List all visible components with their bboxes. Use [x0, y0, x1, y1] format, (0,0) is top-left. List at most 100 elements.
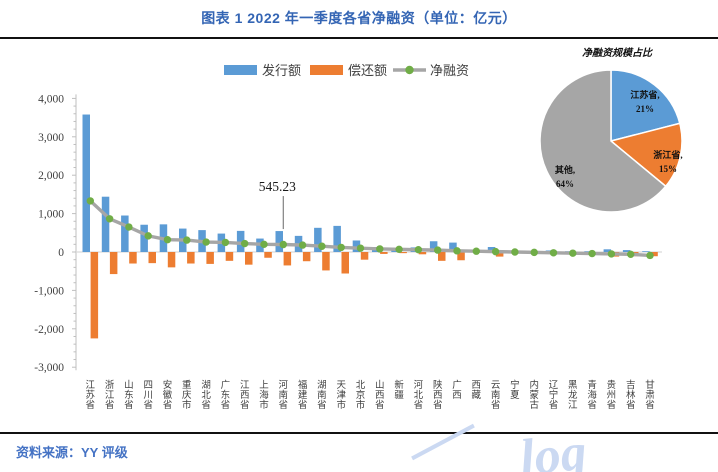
net-marker — [241, 239, 249, 248]
net-marker — [453, 247, 461, 255]
net-marker — [221, 238, 230, 247]
repayment-bar — [167, 252, 176, 268]
chart-legend: 发行额 偿还额 净融资 — [224, 63, 469, 78]
category-label: 江西省 — [240, 380, 250, 411]
annotation-545: 545.23 — [259, 179, 296, 230]
repayment-bar — [264, 252, 272, 258]
net-marker — [183, 236, 191, 244]
category-label: 天津市 — [336, 381, 346, 411]
issuance-bar — [140, 224, 148, 252]
net-line — [88, 199, 652, 258]
issuance-bar — [236, 230, 245, 252]
net-marker — [260, 240, 268, 249]
pie-slice-江苏省 — [610, 69, 681, 142]
category-label: 青海省 — [587, 379, 597, 411]
repayment-bar — [283, 252, 292, 266]
repayment-bar — [206, 252, 214, 264]
net-marker — [125, 223, 133, 231]
data-source-label: 资料来源：YY 评级 — [16, 445, 128, 460]
category-label: 西藏 — [472, 380, 482, 401]
y-axis: 4,000 3,000 2,000 1,000 0 -1,000 -2,000 -3,000 — [34, 93, 77, 374]
y-tick-label: 1,000 — [38, 209, 64, 221]
category-label: 云南省 — [491, 381, 501, 411]
category-label: 广西 — [452, 379, 462, 401]
repayment-bar — [650, 252, 658, 257]
net-marker — [491, 247, 500, 256]
category-label: 甘肃省 — [645, 379, 655, 411]
net-marker — [472, 247, 480, 255]
repayment-bar — [90, 252, 99, 339]
repayment-bar — [341, 252, 349, 274]
y-tick-label: 0 — [58, 247, 64, 259]
net-financing-chart: 发行额 偿还额 净融资 4,000 3,000 2,000 1,000 0 -1,000 -2,0… — [34, 47, 683, 411]
net-marker — [395, 245, 403, 254]
legend-label-issuance: 发行额 — [262, 63, 301, 78]
category-label: 上海市 — [259, 380, 269, 411]
pie-slice-label: 浙江省, 15% — [653, 149, 682, 174]
issuance-bar — [584, 251, 592, 252]
category-label: 吉林省 — [626, 380, 636, 411]
repayment-bar — [495, 252, 504, 257]
category-label: 安徽省 — [163, 379, 173, 411]
repayment-bar — [225, 252, 234, 261]
repayment-bar — [129, 252, 137, 264]
repayment-bar — [418, 252, 427, 255]
watermark-stroke — [411, 423, 475, 461]
issuance-bar — [449, 242, 457, 252]
category-label: 广东省 — [221, 379, 231, 411]
net-marker — [511, 248, 519, 256]
category-label: 山东省 — [124, 380, 134, 411]
category-label: 山西省 — [375, 380, 385, 411]
net-marker — [627, 250, 635, 259]
legend-label-repayment: 偿还额 — [348, 63, 387, 78]
category-label: 福建省 — [298, 379, 308, 411]
category-label: 辽宁省 — [549, 379, 559, 411]
issuance-bar — [622, 250, 631, 252]
repayment-bar — [322, 252, 330, 271]
legend-swatch-issuance — [224, 65, 257, 75]
pie-slice-label: 江苏省, 21% — [630, 89, 659, 114]
net-marker — [86, 197, 95, 205]
net-marker — [105, 215, 114, 223]
repayment-bar — [109, 252, 118, 275]
issuance-bar — [275, 231, 283, 252]
category-label: 江苏省 — [86, 380, 96, 411]
repayment-bar — [438, 252, 446, 261]
net-marker — [163, 236, 172, 244]
repayment-bar — [148, 252, 156, 264]
net-marker — [318, 242, 326, 250]
net-marker — [279, 240, 287, 249]
category-label: 四川省 — [143, 381, 153, 411]
category-label: 重庆市 — [182, 379, 192, 411]
repayment-bar — [187, 252, 195, 264]
category-label: 宁夏 — [510, 379, 520, 401]
category-label: 陕西省 — [433, 379, 443, 411]
legend-swatch-repayment — [310, 65, 343, 75]
issuance-bar — [333, 225, 341, 252]
pie-slice-其他 — [539, 69, 667, 213]
net-marker — [337, 243, 345, 252]
legend-label-net: 净融资 — [430, 63, 469, 78]
category-label: 新疆 — [394, 379, 404, 401]
issuance-bar — [82, 114, 90, 252]
y-tick-label: -1,000 — [34, 285, 64, 297]
net-marker — [549, 249, 558, 257]
category-label: 内蒙古 — [529, 379, 539, 411]
y-tick-label: 4,000 — [38, 93, 64, 105]
repayment-bar — [245, 252, 253, 265]
category-label: 湖北省 — [201, 380, 211, 411]
category-label: 河南省 — [279, 379, 289, 411]
issuance-bar — [487, 247, 496, 252]
net-marker — [414, 245, 423, 254]
bottom-divider — [0, 432, 718, 434]
y-tick-label: -2,000 — [34, 324, 64, 336]
category-label: 贵州省 — [607, 379, 617, 411]
issuance-bar — [642, 251, 650, 252]
x-axis-labels: 江苏省浙江省山东省四川省安徽省重庆市湖北省广东省江西省上海市河南省福建省湖南省天… — [86, 379, 656, 411]
repayment-bar — [380, 252, 388, 254]
category-label: 湖南省 — [317, 380, 327, 411]
net-markers — [86, 197, 654, 260]
category-label: 浙江省 — [105, 379, 115, 411]
